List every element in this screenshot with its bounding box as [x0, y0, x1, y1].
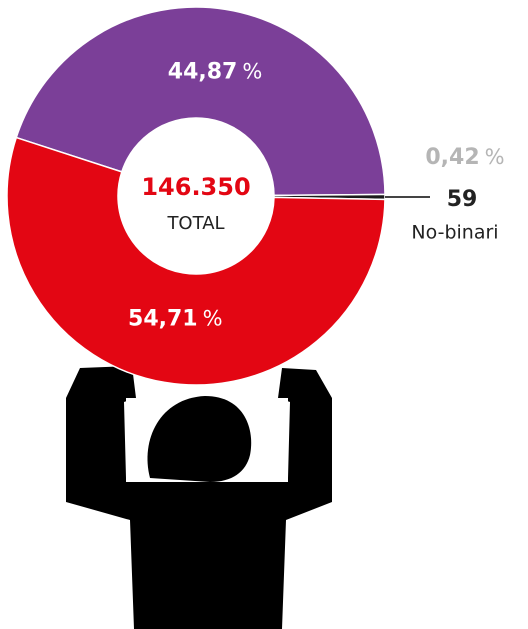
donut	[6, 6, 386, 386]
donut-segment	[6, 136, 386, 386]
segment-label: 44,87%	[168, 59, 263, 84]
center-hole	[119, 119, 273, 273]
donut-segment	[15, 6, 386, 197]
person-silhouette	[66, 366, 332, 629]
body	[66, 366, 332, 629]
count-label: 59	[447, 187, 478, 212]
segment-label: 54,71%	[128, 306, 223, 331]
percent-unit: %	[203, 306, 223, 330]
percent-unit: %	[242, 59, 262, 83]
segment-label: 0,42%	[425, 145, 504, 170]
center-text: TOTAL	[166, 213, 224, 234]
percent-unit: %	[485, 145, 505, 169]
head	[147, 396, 252, 482]
category-label: No-binari	[411, 222, 498, 244]
percent-value: 0,42	[425, 145, 479, 170]
percent-value: 44,87	[168, 59, 238, 84]
percent-value: 54,71	[128, 306, 198, 331]
center-value: 146.350	[141, 173, 250, 201]
